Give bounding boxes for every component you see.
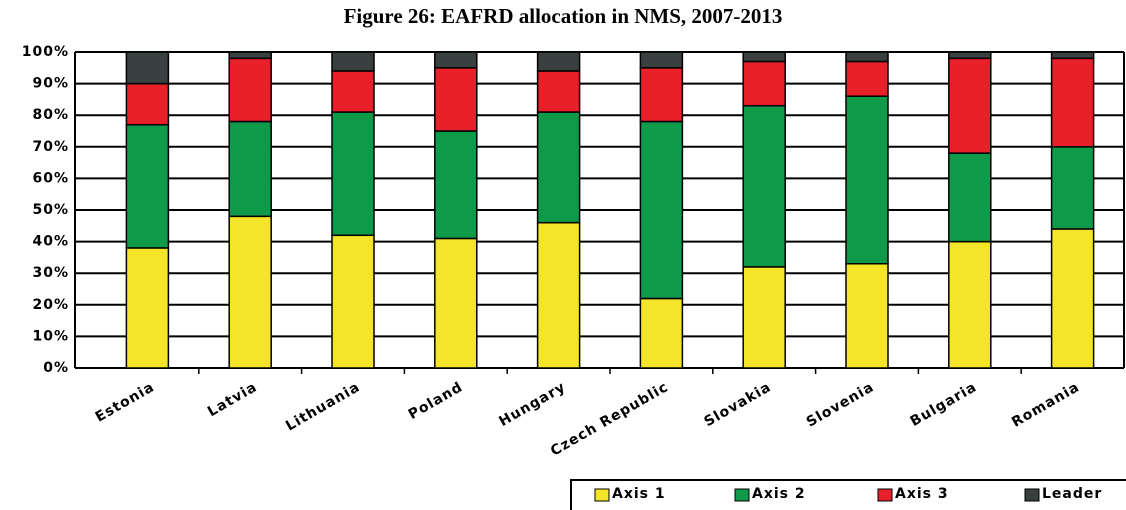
bar-segment	[742, 104, 786, 268]
legend-label: Axis 3	[895, 486, 949, 502]
bar-segment	[125, 123, 170, 249]
y-tick-label: 40%	[32, 234, 69, 250]
x-tick-label: Estonia	[93, 379, 158, 426]
x-tick-label: Slovenia	[804, 379, 877, 431]
legend-label: Axis 2	[752, 486, 806, 502]
y-tick-label: 90%	[32, 76, 69, 92]
bar-segment	[228, 57, 272, 123]
bar-segment	[228, 51, 272, 60]
bar-segment	[536, 111, 581, 224]
x-tick-label: Lithuania	[283, 379, 363, 434]
bar-segment	[536, 70, 581, 113]
bar-segment	[639, 51, 684, 69]
bar-segment	[536, 51, 581, 72]
bar-segment	[1050, 57, 1095, 148]
bar-segment	[742, 51, 786, 63]
bar-segment	[845, 51, 889, 63]
bar-segment	[331, 51, 375, 72]
bar-segment	[228, 120, 272, 218]
bar-segment	[845, 60, 889, 97]
y-tick-label: 0%	[43, 360, 69, 376]
bar-segment	[434, 130, 478, 240]
bar-segment	[742, 266, 786, 369]
bar-segment	[1050, 51, 1095, 60]
legend-swatch	[734, 488, 750, 502]
bar-segment	[1050, 146, 1095, 230]
y-tick-label: 80%	[32, 107, 69, 123]
bar-segment	[228, 215, 272, 369]
bar-segment	[434, 67, 478, 132]
y-tick-label: 10%	[32, 328, 69, 344]
legend-swatch	[877, 488, 893, 502]
bar-segment	[845, 95, 889, 265]
bar-segment	[639, 67, 684, 123]
bar-segment	[742, 60, 786, 107]
x-tick-label: Hungary	[496, 379, 568, 430]
legend-swatch	[594, 488, 610, 502]
y-tick-label: 100%	[22, 44, 69, 60]
bar-segment	[125, 247, 170, 369]
bar-segment	[125, 51, 170, 85]
x-tick-label: Poland	[406, 379, 466, 423]
y-tick-label: 70%	[32, 139, 69, 155]
x-tick-label: Romania	[1009, 379, 1083, 431]
bar-segment	[434, 237, 478, 369]
bar-segment	[948, 152, 992, 243]
bar-segment	[125, 82, 170, 126]
x-tick-label: Bulgaria	[908, 379, 980, 430]
bar-segment	[1050, 228, 1095, 369]
bar-segment	[536, 221, 581, 369]
bar-segment	[331, 111, 375, 237]
y-tick-label: 50%	[32, 202, 69, 218]
bar-segment	[331, 70, 375, 113]
legend-label: Leader	[1042, 486, 1102, 502]
y-tick-label: 20%	[32, 297, 69, 313]
bar-segment	[948, 57, 992, 154]
chart-title: Figure 26: EAFRD allocation in NMS, 2007…	[344, 4, 783, 28]
y-tick-label: 60%	[32, 170, 69, 186]
bar-segment	[845, 262, 889, 369]
bar-segment	[639, 297, 684, 369]
legend-swatch	[1024, 488, 1040, 502]
bar-segment	[331, 234, 375, 369]
bar-segment	[639, 120, 684, 300]
y-tick-label: 30%	[32, 265, 69, 281]
bar-segment	[948, 240, 992, 369]
x-tick-label: Latvia	[205, 379, 260, 420]
bar-segment	[948, 51, 992, 60]
bar-segment	[434, 51, 478, 69]
x-tick-label: Slovakia	[702, 379, 775, 430]
legend-label: Axis 1	[612, 486, 666, 502]
